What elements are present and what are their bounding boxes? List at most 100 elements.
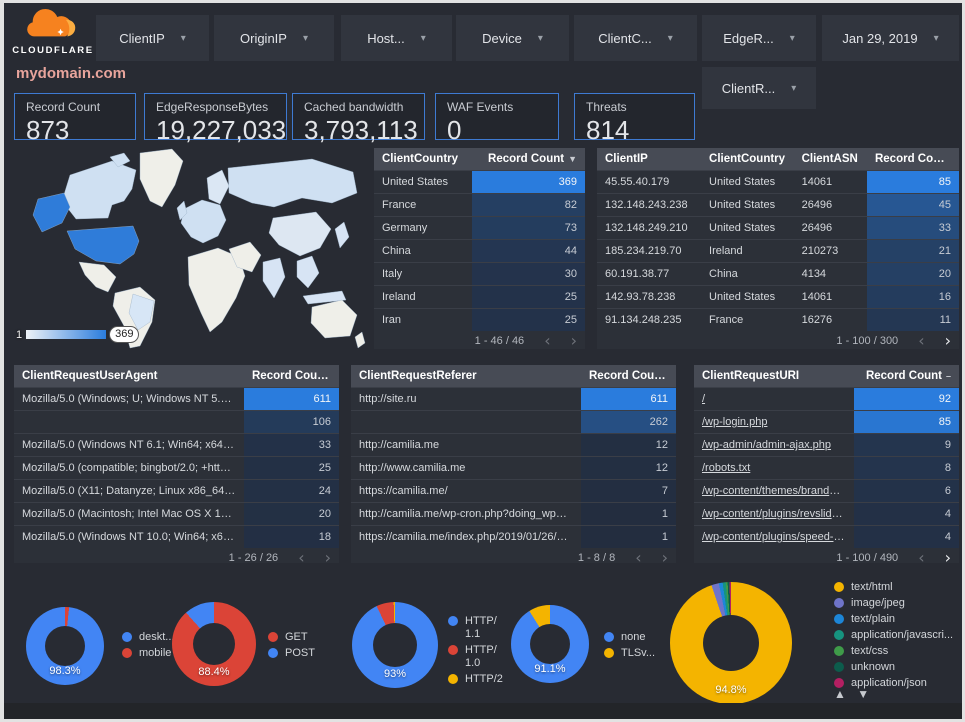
map-region-middle_east[interactable] [228, 241, 262, 273]
filter-originip[interactable]: OriginIP ▾ [214, 15, 334, 61]
map-legend-gradient [26, 330, 107, 339]
world-geo-map[interactable] [12, 145, 369, 353]
table-row[interactable]: 106 [14, 410, 339, 433]
data-cell[interactable]: /wp-admin/admin-ajax.php [702, 439, 832, 451]
table-row[interactable]: http://site.ru 611 [351, 387, 676, 410]
table-row[interactable]: 262 [351, 410, 676, 433]
table-row[interactable]: https://camilia.me/7 [351, 479, 676, 502]
table-row[interactable]: Mozilla/5.0 (Windows; U; Windows NT 5.1;… [14, 387, 339, 410]
column-header-record-count[interactable]: Record Count– [867, 148, 959, 170]
table-row[interactable]: Mozilla/5.0 (Windows NT 10.0; Win64; x64… [14, 525, 339, 548]
table-row[interactable]: 142.93.78.238 United States 14061 16 [597, 285, 959, 308]
filter-clientrequest[interactable]: ClientR... ▾ [702, 67, 816, 109]
filter-host[interactable]: Host... ▾ [341, 15, 452, 61]
map-region-australia[interactable] [310, 299, 358, 339]
donut-hole [45, 626, 85, 666]
column-header-clientasn[interactable]: ClientASN [801, 153, 858, 165]
donut-request-method[interactable]: 88.4% [172, 602, 256, 686]
table-row[interactable]: Germany 73 [374, 216, 585, 239]
column-header-clientcountry[interactable]: ClientCountry [709, 153, 786, 165]
map-region-europe[interactable] [180, 199, 227, 244]
column-header-clientrequestuseragent[interactable]: ClientRequestUserAgent [22, 370, 158, 382]
map-region-new_zealand[interactable] [354, 331, 366, 349]
filter-edger[interactable]: EdgeR... ▾ [702, 15, 816, 61]
column-header-clientrequestreferer[interactable]: ClientRequestReferer [359, 370, 477, 382]
data-cell[interactable]: /wp-content/plugins/speed-booste... [702, 531, 854, 543]
map-region-greenland[interactable] [139, 148, 184, 208]
column-header-record-count[interactable]: Record Count– [865, 370, 951, 382]
map-region-usa[interactable] [66, 225, 140, 265]
filter-clientc[interactable]: ClientC... ▾ [574, 15, 697, 61]
map-region-indonesia[interactable] [302, 290, 347, 305]
map-region-india[interactable] [262, 257, 286, 299]
table-row[interactable]: http://www.camilia.me 12 [351, 456, 676, 479]
data-cell[interactable]: /wp-content/plugins/revslider/rs-p... [702, 508, 854, 520]
table-row[interactable]: 132.148.243.238 United States 26496 45 [597, 193, 959, 216]
map-region-scandinavia[interactable] [206, 169, 230, 205]
map-region-mexico[interactable] [78, 261, 117, 293]
data-cell[interactable]: /robots.txt [702, 462, 751, 474]
table-row[interactable]: 185.234.219.70 Ireland 210273 21 [597, 239, 959, 262]
table-row[interactable]: 60.191.38.77 China 4134 20 [597, 262, 959, 285]
table-row[interactable]: /wp-admin/admin-ajax.php 9 [694, 433, 959, 456]
data-cell: France [382, 199, 417, 211]
table-row[interactable]: Ireland 25 [374, 285, 585, 308]
table-row[interactable]: Mozilla/5.0 (Windows NT 6.1; Win64; x64;… [14, 433, 339, 456]
date-range-picker[interactable]: Jan 29, 2019 ▾ [822, 15, 959, 61]
table-row[interactable]: 45.55.40.179 United States 14061 85 [597, 170, 959, 193]
legend-scroll-icons[interactable]: ▲ ▼ [834, 687, 874, 701]
chevron-right-icon[interactable]: › [944, 548, 951, 567]
map-region-africa[interactable] [187, 247, 246, 333]
table-row[interactable]: 132.148.249.210 United States 26496 33 [597, 216, 959, 239]
column-header-record-count[interactable]: Record Count▼ [244, 365, 339, 387]
caret-down-icon: ▾ [537, 32, 543, 44]
table-row[interactable]: http://camilia.me/wp-cron.php?doing_wp_c… [351, 502, 676, 525]
table-row[interactable]: /robots.txt 8 [694, 456, 959, 479]
column-header-record-count[interactable]: Record Count▼ [581, 365, 676, 387]
table-row[interactable]: /wp-content/plugins/revslider/rs-p...4 [694, 502, 959, 525]
data-cell[interactable]: / [702, 393, 706, 405]
donut-tls-version[interactable]: 91.1% [511, 605, 589, 683]
donut-device-type[interactable]: 98.3% [26, 607, 104, 685]
record-count-cell: 369 [472, 171, 585, 193]
column-header-record-count[interactable]: Record Count▼ [488, 153, 577, 165]
data-cell[interactable]: /wp-login.php [702, 416, 768, 428]
table-row[interactable]: France 82 [374, 193, 585, 216]
map-region-canada[interactable] [61, 160, 137, 220]
map-region-alaska[interactable] [32, 192, 71, 233]
table-row[interactable]: / 92 [694, 387, 959, 410]
map-region-japan[interactable] [334, 221, 350, 249]
map-region-russia[interactable] [227, 158, 358, 208]
table-row[interactable]: http://camilia.me 12 [351, 433, 676, 456]
record-count-cell: 16 [866, 286, 959, 308]
table-row[interactable]: /wp-content/plugins/speed-booste...4 [694, 525, 959, 548]
table-row[interactable]: /wp-login.php 85 [694, 410, 959, 433]
filter-device[interactable]: Device ▾ [456, 15, 569, 61]
donut-content-type[interactable]: 94.8% [670, 582, 792, 704]
chevron-right-icon[interactable]: › [944, 331, 951, 350]
map-region-canada[interactable] [109, 152, 131, 168]
record-count-cell: 33 [244, 434, 339, 456]
data-cell[interactable]: /wp-content/themes/brandon/plu... [702, 485, 854, 497]
filter-clientip[interactable]: ClientIP ▾ [96, 15, 209, 61]
table-row[interactable]: Mozilla/5.0 (Macintosh; Intel Mac OS X 1… [14, 502, 339, 525]
map-region-brazil[interactable] [128, 293, 155, 331]
map-region-uk[interactable] [176, 200, 188, 221]
map-region-se_asia[interactable] [296, 255, 320, 289]
table-row[interactable]: Mozilla/5.0 (X11; Datanyze; Linux x86_64… [14, 479, 339, 502]
table-row[interactable]: United States 369 [374, 170, 585, 193]
column-header-clientrequesturi[interactable]: ClientRequestURI [702, 370, 800, 382]
column-header-clientcountry[interactable]: ClientCountry [382, 153, 459, 165]
donut-http-version[interactable]: 93% [352, 602, 438, 688]
map-region-china[interactable] [268, 211, 332, 257]
table-row[interactable]: /wp-content/themes/brandon/plu... 6 [694, 479, 959, 502]
table-row[interactable]: 91.134.248.235 France 16276 11 [597, 308, 959, 331]
table-row[interactable]: China 44 [374, 239, 585, 262]
table-row[interactable]: https://camilia.me/index.php/2019/01/26/… [351, 525, 676, 548]
column-header-clientip[interactable]: ClientIP [605, 153, 648, 165]
table-row[interactable]: Iran 25 [374, 308, 585, 331]
data-cell: 16276 [801, 314, 833, 326]
table-row[interactable]: Mozilla/5.0 (compatible; bingbot/2.0; +h… [14, 456, 339, 479]
record-count-cell: 25 [472, 286, 585, 308]
table-row[interactable]: Italy 30 [374, 262, 585, 285]
